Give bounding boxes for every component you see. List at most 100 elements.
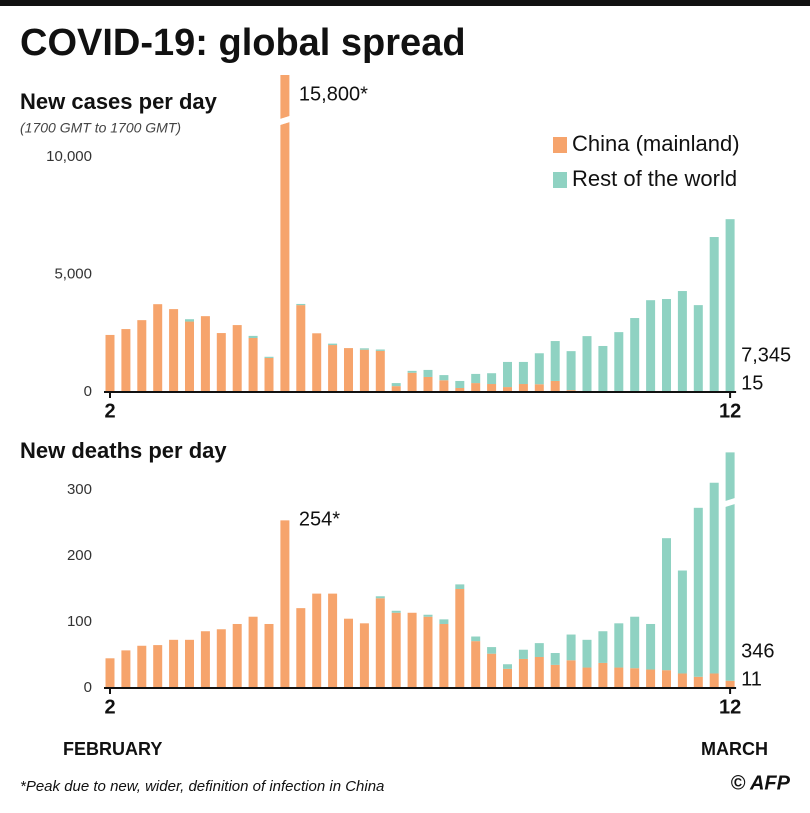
bar-segment — [518, 658, 528, 688]
y-tick-label: 5,000 — [54, 266, 92, 283]
bar-segment — [455, 380, 465, 389]
bar-segment — [518, 384, 528, 392]
bar-segment — [646, 623, 656, 670]
bar-segment — [375, 349, 385, 351]
bar-segment — [630, 616, 640, 669]
month-label: MARCH — [701, 739, 768, 759]
bar-segment — [677, 291, 687, 392]
bar-segment — [280, 75, 290, 393]
bar-segment — [662, 299, 671, 392]
bar-segment — [153, 304, 163, 392]
bar-segment — [439, 623, 449, 688]
legend-swatch — [553, 137, 567, 153]
bar-segment — [518, 649, 528, 659]
bar-segment — [264, 623, 274, 688]
bar-segment — [598, 662, 608, 688]
plot-area — [105, 75, 735, 393]
bar-segment — [439, 380, 449, 392]
bar-segment — [566, 634, 576, 661]
bar-segment — [248, 616, 258, 688]
month-label: FEBRUARY — [63, 739, 162, 759]
bar-segment — [503, 668, 512, 688]
bar-segment — [391, 383, 401, 387]
bar-segment — [725, 219, 735, 392]
bar-segment — [185, 321, 194, 392]
bar-segment — [693, 305, 703, 392]
bar-segment — [455, 589, 465, 688]
bar-segment — [137, 320, 147, 392]
bar-segment — [264, 357, 274, 392]
footnote: *Peak due to new, wider, definition of i… — [20, 778, 384, 795]
bar-segment — [550, 341, 560, 381]
bar-segment — [455, 388, 465, 392]
bar-segment — [391, 612, 401, 688]
bar-segment — [471, 383, 481, 392]
bar-segment — [677, 673, 687, 688]
bar-segment — [296, 608, 306, 688]
bar-segment — [709, 482, 719, 674]
bar-segment — [550, 664, 560, 688]
bar-segment — [693, 507, 703, 677]
bar-segment — [534, 656, 544, 688]
y-tick-label: 0 — [84, 383, 92, 400]
bar-segment — [232, 325, 242, 392]
bar-segment — [646, 669, 656, 688]
bar-segment — [391, 386, 401, 392]
bar-segment — [439, 375, 449, 381]
axis-break — [722, 497, 739, 508]
bar-segment — [614, 623, 624, 668]
bar-segment — [487, 653, 497, 688]
bar-segment — [296, 303, 306, 306]
bar-segment — [216, 333, 226, 392]
legend-label: China (mainland) — [572, 131, 740, 156]
bar-segment — [280, 520, 290, 688]
bar-segment — [328, 593, 338, 688]
bar-segment — [487, 384, 497, 392]
bar-segment — [662, 538, 671, 671]
bar-segment — [630, 318, 640, 392]
bar-segment — [200, 631, 210, 688]
bar-segment — [359, 349, 369, 392]
bar-segment — [169, 639, 179, 688]
x-tick-label: 2 — [104, 696, 115, 718]
bar-segment — [328, 343, 338, 346]
bar-segment — [503, 387, 512, 392]
bar-segment — [709, 237, 719, 392]
bar-segment — [598, 631, 608, 663]
bar-segment — [534, 643, 544, 657]
axis-break — [276, 115, 293, 126]
end-label: 7,345 — [741, 344, 791, 366]
bar-segment — [423, 614, 433, 617]
bar-segment — [503, 664, 512, 669]
end-label: 11 — [741, 668, 762, 690]
page-title: COVID-19: global spread — [20, 22, 466, 64]
bar-segment — [598, 345, 608, 392]
bar-segment — [375, 596, 385, 599]
bar-segment — [407, 612, 417, 688]
bar-segment — [566, 351, 576, 391]
bar-segment — [582, 667, 592, 688]
bar-segment — [423, 376, 433, 392]
bar-segment — [550, 653, 560, 665]
bar-segment — [614, 332, 624, 392]
bar-segment — [264, 356, 274, 358]
bar-segment — [344, 348, 353, 392]
bar-segment — [487, 373, 497, 385]
bar-segment — [487, 647, 497, 654]
bar-segment — [614, 667, 624, 688]
bar-segment — [662, 670, 671, 688]
x-tick-label: 2 — [104, 400, 115, 422]
y-tick-label: 10,000 — [46, 148, 92, 165]
bar-segment — [169, 309, 179, 392]
bar-segment — [534, 384, 544, 392]
bar-segment — [646, 300, 656, 392]
end-label: 15 — [741, 372, 763, 394]
bar-segment — [407, 372, 417, 392]
bar-segment — [423, 369, 433, 377]
y-tick-label: 300 — [67, 481, 92, 498]
bar-segment — [725, 452, 735, 681]
peak-label: 15,800* — [299, 83, 368, 105]
bar-segment — [185, 319, 194, 322]
bar-segment — [232, 623, 242, 688]
